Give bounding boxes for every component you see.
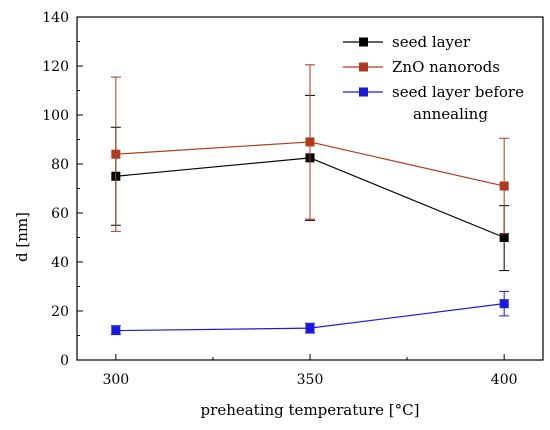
data-point-2-1: [305, 323, 315, 333]
data-point-1-2: [499, 181, 509, 191]
legend-marker-1: [359, 62, 368, 72]
y-tick-label-3: 60: [51, 206, 69, 222]
y-tick-label-5: 100: [42, 108, 69, 124]
y-tick-label-6: 120: [42, 59, 69, 75]
legend-marker-0: [359, 37, 368, 47]
legend-label-2: seed layer before: [392, 83, 524, 101]
data-point-1-0: [111, 149, 121, 159]
data-point-1-1: [305, 137, 315, 147]
x-tick-label-1: 350: [297, 372, 324, 388]
legend-marker-2: [359, 87, 368, 97]
x-tick-label-2: 400: [491, 372, 518, 388]
y-axis-title: d [nm]: [13, 212, 31, 262]
y-tick-label-4: 80: [51, 157, 69, 173]
y-tick-label-7: 140: [42, 10, 69, 26]
legend-label-2-line-1: annealing: [413, 105, 488, 123]
y-tick-label-0: 0: [60, 353, 69, 369]
x-tick-label-0: 300: [102, 372, 129, 388]
y-tick-label-1: 20: [51, 304, 69, 320]
data-point-0-2: [499, 233, 509, 242]
y-tick-label-2: 40: [51, 255, 69, 271]
legend-label-1: ZnO nanorods: [392, 58, 500, 76]
legend-label-0: seed layer: [392, 33, 471, 51]
x-axis-title: preheating temperature [°C]: [201, 401, 420, 419]
axes: 0 20 40 60 80 100 120 140 300 350 400: [42, 10, 544, 388]
legend: seed layer ZnO nanorods seed layer before a…: [343, 33, 524, 123]
data-point-2-2: [499, 299, 509, 309]
data-point-2-0: [111, 326, 121, 336]
plot-area: [110, 64, 510, 336]
